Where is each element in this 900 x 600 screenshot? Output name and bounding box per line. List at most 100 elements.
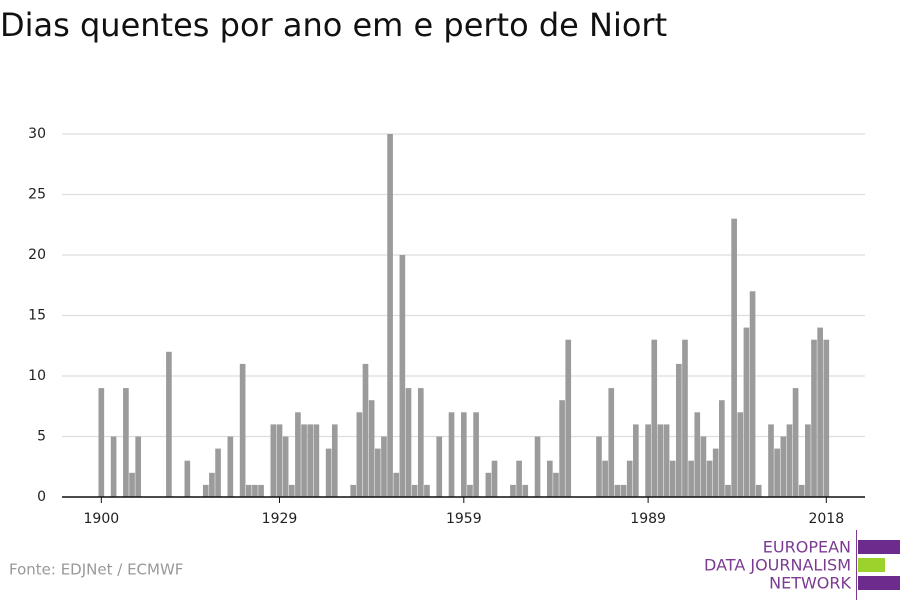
bar — [381, 436, 387, 497]
bar — [313, 424, 320, 497]
bar — [270, 424, 277, 497]
bar — [123, 388, 129, 497]
source: Fonte: EDJNet / ECMWF — [9, 561, 183, 579]
bar — [424, 484, 430, 497]
bar — [405, 388, 412, 497]
bar — [614, 484, 621, 497]
bar — [602, 460, 608, 497]
x-tick-label: 1900 — [84, 511, 120, 527]
bar — [331, 424, 338, 497]
bar — [467, 484, 473, 497]
bar — [669, 460, 676, 497]
bar — [288, 484, 295, 497]
bar — [565, 339, 572, 497]
bar — [626, 460, 633, 497]
bar — [295, 412, 301, 497]
bar — [688, 460, 694, 497]
bar — [792, 388, 799, 497]
bar — [786, 424, 793, 497]
bar — [417, 388, 424, 497]
chart-title: Dias quentes por ano em e perto de Niort — [0, 6, 667, 44]
bar — [209, 472, 215, 497]
y-tick-label: 25 — [28, 187, 46, 203]
bar — [399, 255, 406, 497]
bar — [325, 448, 332, 497]
bar — [682, 339, 688, 497]
bar — [706, 460, 713, 497]
bar — [307, 424, 314, 497]
bar — [362, 363, 369, 497]
bar — [227, 436, 234, 497]
bar — [448, 412, 455, 497]
bar — [725, 484, 731, 497]
bar — [694, 412, 701, 497]
bar — [516, 460, 522, 497]
bar — [559, 400, 565, 497]
bar — [534, 436, 541, 497]
bar — [712, 448, 719, 497]
bar — [276, 424, 283, 497]
bar — [252, 484, 258, 497]
bar — [411, 484, 418, 497]
x-tick-label: 1929 — [262, 511, 298, 527]
bar — [663, 424, 670, 497]
bar — [633, 424, 639, 497]
bar — [135, 436, 142, 497]
y-tick-label: 30 — [28, 126, 46, 142]
bar — [491, 460, 498, 497]
bar — [774, 448, 780, 497]
bar — [184, 460, 191, 497]
bar — [823, 339, 830, 497]
bar — [645, 424, 651, 497]
bar — [98, 388, 105, 497]
bar — [805, 424, 811, 497]
bar — [374, 448, 381, 497]
x-tick-label: 1989 — [630, 511, 666, 527]
bar — [798, 484, 805, 497]
bar — [110, 436, 117, 497]
bar — [282, 436, 289, 497]
bar — [731, 218, 737, 497]
bar — [129, 472, 135, 497]
bar — [460, 412, 467, 497]
bar — [811, 339, 817, 497]
bar — [755, 484, 762, 497]
bar — [700, 436, 707, 497]
bar — [387, 134, 393, 497]
y-tick-label: 15 — [28, 308, 46, 324]
x-tick-label: 1959 — [446, 511, 482, 527]
logo-text: EUROPEAN — [763, 538, 851, 557]
bar — [510, 484, 516, 497]
bar — [719, 400, 725, 497]
bar — [768, 424, 774, 497]
bar — [350, 484, 357, 497]
bar — [749, 291, 756, 497]
bar — [393, 472, 400, 497]
y-tick-label: 20 — [28, 247, 46, 263]
logo-text: NETWORK — [769, 574, 851, 593]
bar — [258, 484, 264, 497]
logo-bar — [858, 540, 900, 554]
bar — [620, 484, 627, 497]
bar — [245, 484, 252, 497]
bar — [239, 363, 246, 497]
bar — [522, 484, 529, 497]
bar — [780, 436, 787, 497]
logo-bar — [858, 558, 885, 572]
x-tick-label: 2018 — [808, 511, 844, 527]
bar — [657, 424, 664, 497]
bar — [485, 472, 492, 497]
bar — [356, 412, 363, 497]
bar — [676, 363, 682, 497]
bar — [596, 436, 602, 497]
bar — [473, 412, 479, 497]
bar — [202, 484, 209, 497]
bar — [301, 424, 307, 497]
bar — [166, 351, 172, 497]
bar — [368, 400, 375, 497]
y-tick-label: 10 — [28, 368, 46, 384]
bar — [215, 448, 221, 497]
bar — [608, 388, 615, 497]
bar — [553, 472, 559, 497]
